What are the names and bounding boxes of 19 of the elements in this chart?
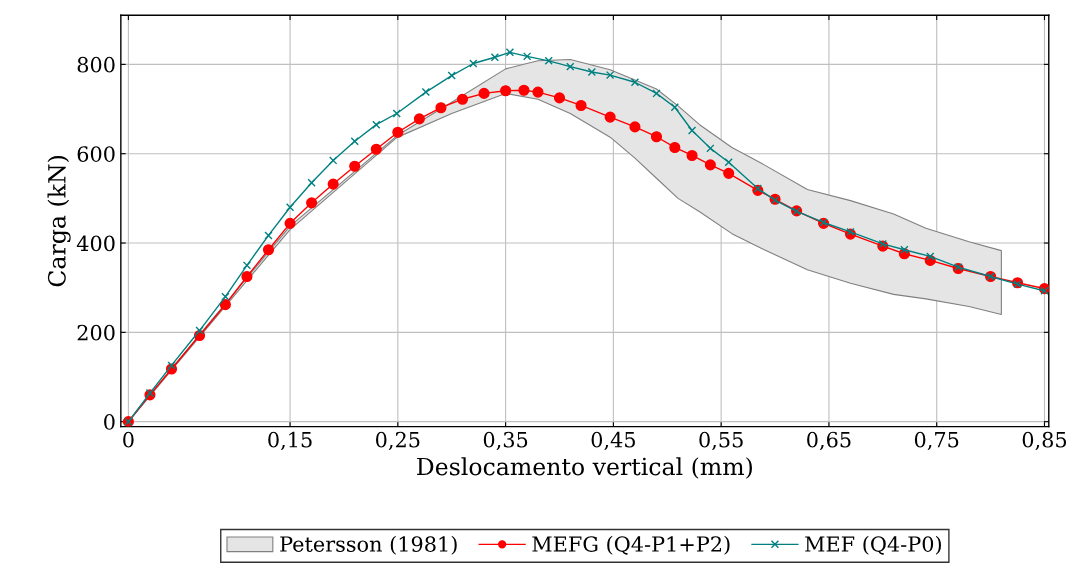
legend-label: MEF (Q4-P0) [805,535,941,555]
y-tick-label: 600 [77,146,115,162]
legend-label: Petersson (1981) [280,535,457,555]
x-tick-label: 0,35 [483,431,528,451]
x-tick-label: 0,15 [268,431,312,451]
x-tick-label: 0,45 [591,431,635,451]
x-tick-label: 0,55 [699,431,743,451]
y-tick-label: 0 [104,414,115,430]
y-axis-title: Carga (kN) [47,156,71,287]
legend-label: MEFG (Q4-P1+P2) [532,535,730,555]
x-tick-label: 0,25 [376,431,420,451]
y-tick-label: 800 [77,56,115,73]
y-tick-label: 400 [76,235,115,252]
x-tick-label: 0 [123,431,134,448]
x-tick-label: 0,75 [914,431,959,451]
x-tick-label: 0,85 [1022,431,1067,451]
y-tick-label: 200 [77,324,115,341]
x-axis-title: Deslocamento vertical (mm) [417,457,752,479]
x-tick-label: 0,65 [807,431,851,451]
